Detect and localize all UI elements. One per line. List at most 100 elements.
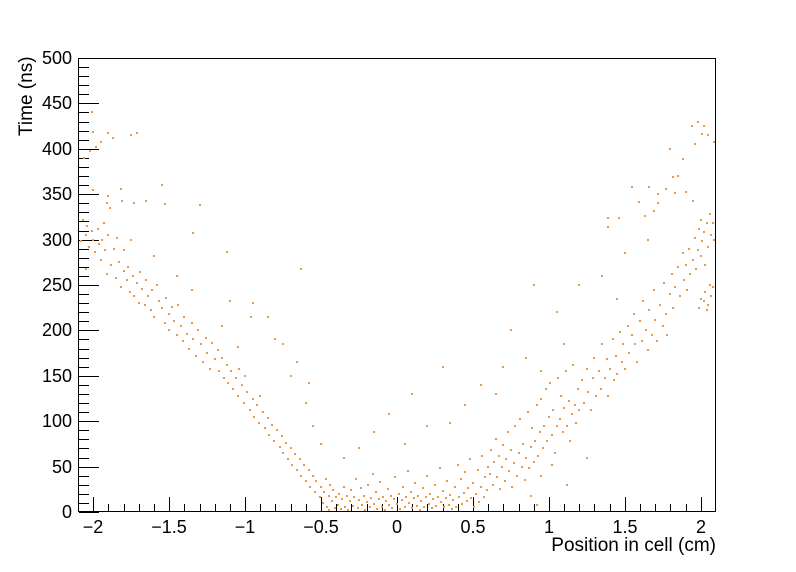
data-point xyxy=(126,279,128,281)
x-minor-tick xyxy=(215,504,216,511)
x-axis-title: Position in cell (cm) xyxy=(551,535,716,556)
data-point xyxy=(101,239,103,241)
data-point xyxy=(556,425,558,427)
data-point xyxy=(624,368,626,370)
x-major-tick xyxy=(321,497,322,511)
data-point xyxy=(615,355,617,357)
data-point xyxy=(267,417,269,419)
data-point xyxy=(621,361,623,363)
data-point xyxy=(437,496,439,498)
data-point xyxy=(530,495,532,497)
data-point xyxy=(188,348,190,350)
data-point xyxy=(504,480,506,482)
data-point xyxy=(525,457,527,459)
data-point xyxy=(516,475,518,477)
x-minor-tick xyxy=(503,504,504,511)
data-point xyxy=(530,446,532,448)
data-point xyxy=(695,268,697,270)
data-point xyxy=(653,289,655,291)
data-point xyxy=(700,219,702,221)
data-point xyxy=(533,461,535,463)
data-point xyxy=(373,503,375,505)
data-point xyxy=(707,134,709,136)
data-point xyxy=(638,201,640,203)
data-point xyxy=(486,489,488,491)
data-point xyxy=(426,425,428,427)
x-minor-tick xyxy=(686,504,687,511)
data-point xyxy=(483,496,485,498)
y-tick-label: 50 xyxy=(51,457,72,477)
data-point xyxy=(713,141,715,143)
data-point xyxy=(206,352,208,354)
data-point xyxy=(510,329,512,331)
data-point xyxy=(168,329,170,331)
data-point xyxy=(428,503,430,505)
x-minor-tick xyxy=(291,504,292,511)
data-point xyxy=(347,509,349,511)
data-point xyxy=(296,469,298,471)
data-point xyxy=(679,295,681,297)
data-point xyxy=(511,486,513,488)
data-point xyxy=(83,157,85,159)
y-minor-tick xyxy=(79,258,89,259)
data-point xyxy=(390,495,392,497)
data-point xyxy=(505,458,507,460)
data-point xyxy=(604,377,606,379)
y-major-tick xyxy=(79,149,99,150)
data-point xyxy=(373,431,375,433)
data-point xyxy=(601,275,603,277)
data-point xyxy=(85,234,87,236)
data-point xyxy=(707,304,709,306)
data-point xyxy=(577,388,579,390)
x-minor-tick xyxy=(260,504,261,511)
y-major-tick xyxy=(79,103,99,104)
data-point xyxy=(542,447,544,449)
data-point xyxy=(120,188,122,190)
data-point xyxy=(312,425,314,427)
data-point xyxy=(601,343,603,345)
data-point xyxy=(252,302,254,304)
y-minor-tick xyxy=(79,167,89,168)
data-point xyxy=(404,443,406,445)
y-minor-tick xyxy=(79,494,89,495)
data-point xyxy=(250,316,252,318)
y-minor-tick xyxy=(79,76,89,77)
data-point xyxy=(475,493,477,495)
data-point xyxy=(391,507,393,509)
data-point xyxy=(633,313,635,315)
data-point xyxy=(378,498,380,500)
y-major-tick xyxy=(79,421,99,422)
data-point xyxy=(593,357,595,359)
x-minor-tick xyxy=(108,504,109,511)
y-axis-title: Time (ns) xyxy=(16,56,37,136)
data-point xyxy=(191,322,193,324)
data-point xyxy=(677,175,679,177)
data-point xyxy=(168,313,170,315)
data-point xyxy=(271,424,273,426)
data-point xyxy=(186,333,188,335)
data-point xyxy=(709,284,711,286)
y-major-tick xyxy=(79,467,99,468)
data-point xyxy=(360,487,362,489)
data-point xyxy=(425,496,427,498)
data-point xyxy=(100,259,102,261)
data-point xyxy=(510,449,512,451)
data-point xyxy=(158,300,160,302)
data-point xyxy=(631,334,633,336)
y-major-tick xyxy=(79,58,99,59)
data-point xyxy=(91,111,93,113)
data-point xyxy=(546,440,548,442)
data-point xyxy=(644,215,646,217)
data-point xyxy=(346,495,348,497)
data-point xyxy=(320,486,322,488)
data-point xyxy=(92,239,94,241)
y-minor-tick xyxy=(79,203,89,204)
data-point xyxy=(502,366,504,368)
data-point xyxy=(691,125,693,127)
data-point xyxy=(358,499,360,501)
data-point xyxy=(267,316,269,318)
data-point xyxy=(226,251,228,253)
data-point xyxy=(161,184,163,186)
data-point xyxy=(647,239,649,241)
data-point xyxy=(536,404,538,406)
